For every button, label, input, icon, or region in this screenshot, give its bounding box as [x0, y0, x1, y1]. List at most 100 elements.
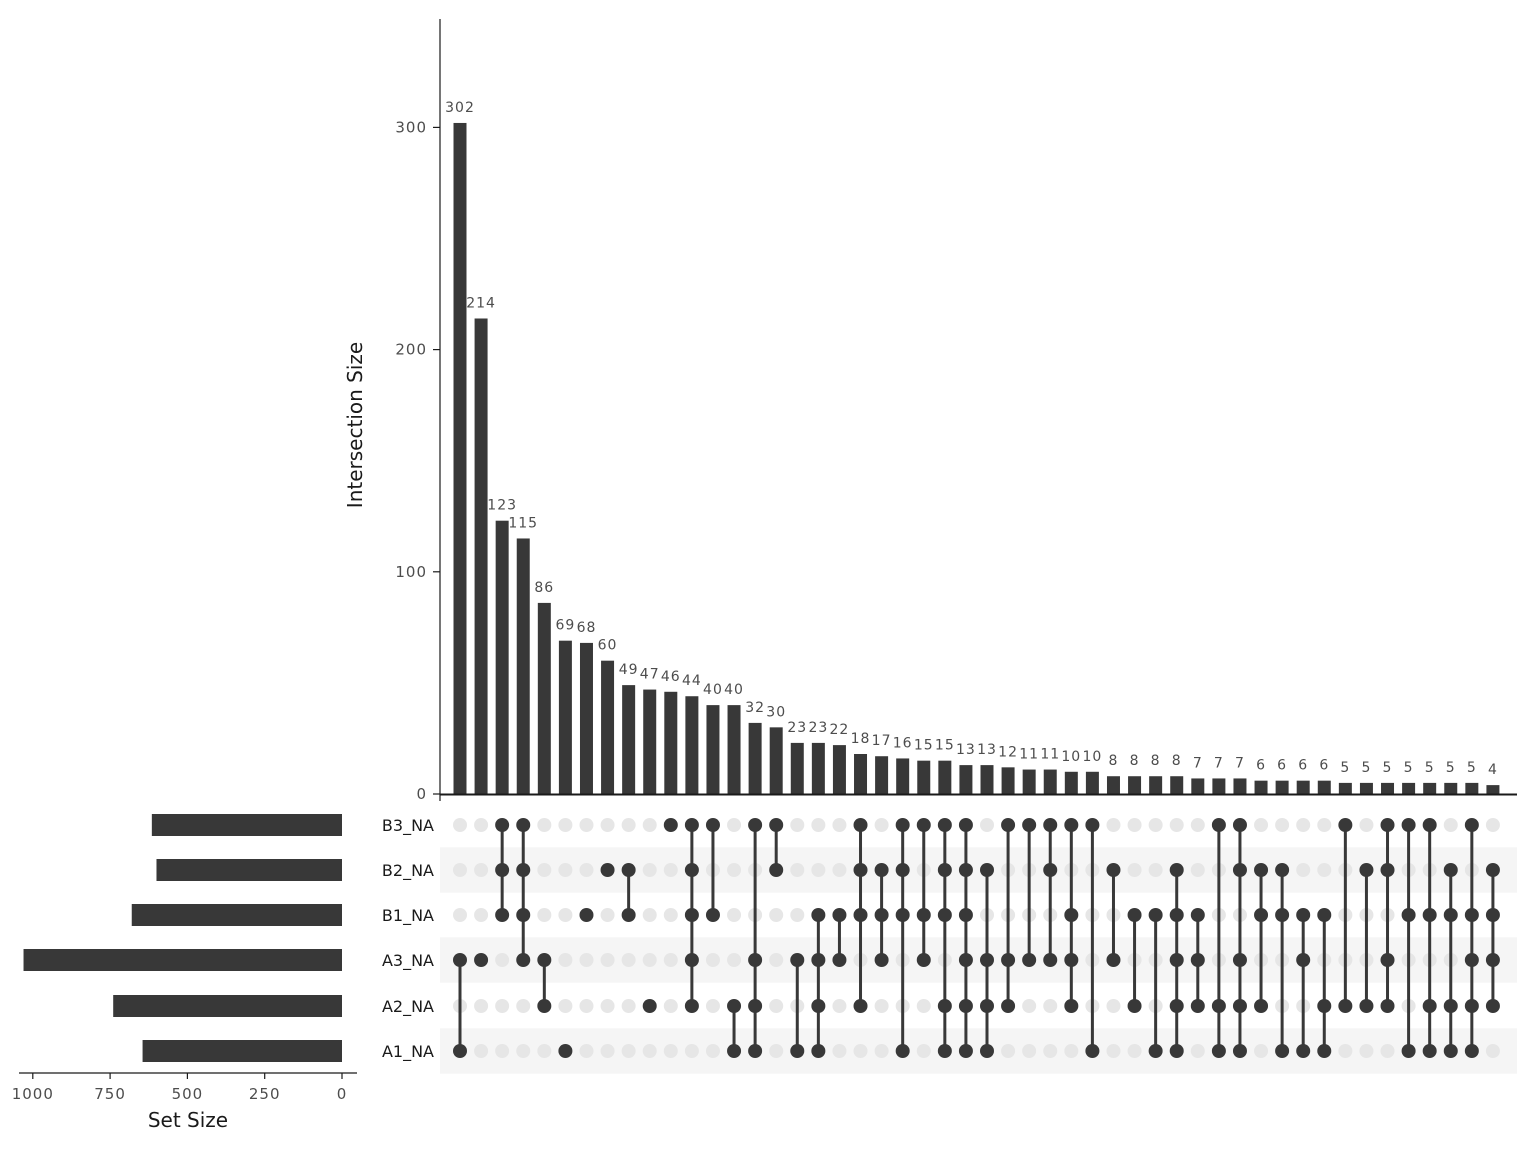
matrix-dot-filled	[1485, 999, 1500, 1013]
matrix-dot-empty	[621, 953, 636, 967]
matrix-dot-empty	[642, 863, 657, 877]
set-size-tick-label: 750	[94, 1085, 126, 1103]
intersection-bar	[1064, 771, 1078, 794]
matrix-dot-empty	[1064, 1044, 1079, 1058]
intersection-bar	[1085, 771, 1099, 794]
intersection-bar-label: 69	[555, 618, 575, 634]
matrix-dot-empty	[474, 863, 489, 877]
intersection-bar	[769, 727, 783, 794]
intersection-bar	[558, 640, 572, 794]
matrix-dot-filled	[1296, 908, 1311, 922]
matrix-dot-empty	[811, 863, 826, 877]
y-axis-title: Intersection Size	[343, 342, 367, 508]
matrix-dot-empty	[453, 908, 467, 922]
matrix-dot-empty	[1106, 999, 1121, 1013]
intersection-bar-label: 6	[1277, 758, 1287, 774]
matrix-dot-filled	[790, 1044, 805, 1058]
set-size-tick-label: 1000	[12, 1085, 54, 1103]
y-tick-label: 0	[416, 785, 427, 803]
matrix-dot-filled	[748, 1044, 763, 1058]
matrix-dot-filled	[684, 863, 699, 877]
matrix-dot-filled	[1254, 863, 1269, 877]
intersection-bar-label: 4	[1488, 762, 1498, 778]
matrix-dot-filled	[874, 953, 889, 967]
matrix-dot-filled	[1106, 953, 1121, 967]
intersection-bar-label: 8	[1109, 753, 1119, 769]
matrix-dot-filled	[769, 818, 784, 832]
y-tick-label: 200	[395, 341, 427, 359]
intersection-bar-label: 7	[1193, 755, 1203, 771]
intersection-bar-label: 214	[466, 295, 496, 311]
matrix-dot-empty	[600, 908, 615, 922]
set-size-bar	[113, 995, 342, 1017]
matrix-dot-empty	[1359, 818, 1374, 832]
matrix-dot-filled	[684, 999, 699, 1013]
matrix-dot-filled	[1085, 818, 1100, 832]
matrix-dot-filled	[811, 953, 826, 967]
matrix-dot-empty	[516, 1044, 531, 1058]
matrix-dot-filled	[958, 953, 973, 967]
intersection-bar	[685, 696, 699, 794]
matrix-dot-filled	[1401, 1044, 1416, 1058]
set-label: B1_NA	[382, 906, 434, 926]
intersection-bar	[1001, 767, 1015, 794]
matrix-dot-empty	[579, 1044, 594, 1058]
matrix-dot-filled	[1001, 953, 1016, 967]
matrix-dot-empty	[537, 908, 552, 922]
matrix-dot-empty	[769, 1044, 784, 1058]
matrix-dot-filled	[980, 953, 994, 967]
intersection-bar	[748, 722, 762, 794]
matrix-dot-empty	[1317, 863, 1332, 877]
set-size-tick-label: 500	[172, 1085, 204, 1103]
intersection-bar-label: 46	[661, 669, 681, 685]
matrix-dot-empty	[853, 1044, 868, 1058]
intersection-bar	[727, 705, 741, 794]
matrix-dot-filled	[895, 1044, 910, 1058]
intersection-bar	[1402, 782, 1416, 794]
matrix-dot-empty	[537, 818, 552, 832]
intersection-bar-label: 40	[703, 682, 723, 698]
matrix-dot-empty	[832, 999, 847, 1013]
matrix-dot-filled	[1464, 953, 1479, 967]
matrix-dot-empty	[558, 818, 573, 832]
matrix-row-band	[440, 937, 1517, 983]
intersection-bar	[1022, 769, 1036, 794]
matrix-dot-filled	[1169, 1044, 1184, 1058]
intersection-bar	[516, 538, 530, 794]
matrix-dot-filled	[1275, 908, 1290, 922]
intersection-bar	[1128, 776, 1142, 794]
intersection-bar	[959, 765, 973, 794]
intersection-bar	[1254, 780, 1268, 794]
intersection-bar	[622, 685, 636, 794]
intersection-bar-label: 5	[1383, 760, 1393, 776]
matrix-dot-filled	[516, 908, 531, 922]
matrix-dot-empty	[579, 863, 594, 877]
intersection-bar-label: 6	[1256, 758, 1266, 774]
intersection-bar-label: 11	[1019, 747, 1039, 763]
matrix-dot-filled	[1464, 1044, 1479, 1058]
matrix-dot-filled	[916, 818, 931, 832]
matrix-dot-empty	[727, 863, 742, 877]
matrix-dot-filled	[937, 818, 952, 832]
matrix-dot-filled	[1064, 999, 1079, 1013]
matrix-dot-empty	[1190, 863, 1205, 877]
intersection-bar	[875, 756, 889, 794]
intersection-bar	[1359, 782, 1373, 794]
matrix-dot-empty	[663, 999, 678, 1013]
matrix-dot-empty	[600, 818, 615, 832]
intersection-bar-label: 16	[893, 735, 913, 751]
matrix-dot-filled	[1275, 1044, 1290, 1058]
matrix-dot-empty	[916, 999, 931, 1013]
set-size-bars	[23, 814, 343, 1062]
intersection-bar	[643, 689, 657, 794]
matrix-dot-filled	[1064, 818, 1079, 832]
matrix-dot-filled	[1485, 908, 1500, 922]
matrix-dot-filled	[1296, 1044, 1311, 1058]
intersection-bar-label: 6	[1319, 758, 1329, 774]
intersection-bar	[938, 760, 952, 794]
matrix-dot-filled	[495, 818, 510, 832]
matrix-dot-filled	[1190, 953, 1205, 967]
matrix-dot-filled	[916, 908, 931, 922]
intersection-bar-label: 11	[1040, 747, 1060, 763]
matrix-dot-filled	[642, 999, 657, 1013]
